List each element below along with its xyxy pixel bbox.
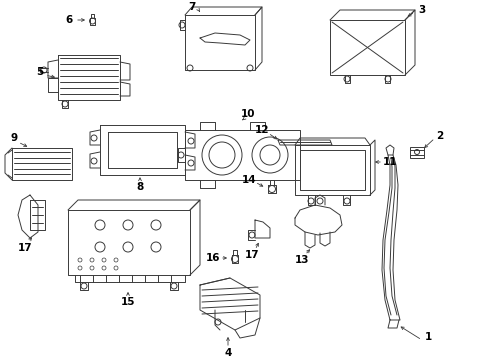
Text: 9: 9 bbox=[10, 133, 18, 143]
Bar bbox=[409, 147, 423, 158]
Text: 11: 11 bbox=[382, 157, 396, 167]
Text: 7: 7 bbox=[188, 2, 195, 12]
Text: 6: 6 bbox=[65, 15, 73, 25]
Text: 14: 14 bbox=[241, 175, 256, 185]
Text: 12: 12 bbox=[254, 125, 269, 135]
Text: 10: 10 bbox=[240, 109, 255, 119]
Text: 5: 5 bbox=[36, 67, 43, 77]
Text: 15: 15 bbox=[121, 297, 135, 307]
Text: 8: 8 bbox=[136, 182, 143, 192]
Text: 13: 13 bbox=[294, 255, 308, 265]
Text: 17: 17 bbox=[18, 243, 32, 253]
Text: 4: 4 bbox=[224, 348, 231, 358]
Text: 1: 1 bbox=[424, 332, 431, 342]
Text: 2: 2 bbox=[435, 131, 443, 141]
Bar bbox=[329, 20, 404, 75]
Text: 16: 16 bbox=[205, 253, 220, 263]
Text: 17: 17 bbox=[244, 250, 259, 260]
Text: 3: 3 bbox=[418, 5, 425, 15]
